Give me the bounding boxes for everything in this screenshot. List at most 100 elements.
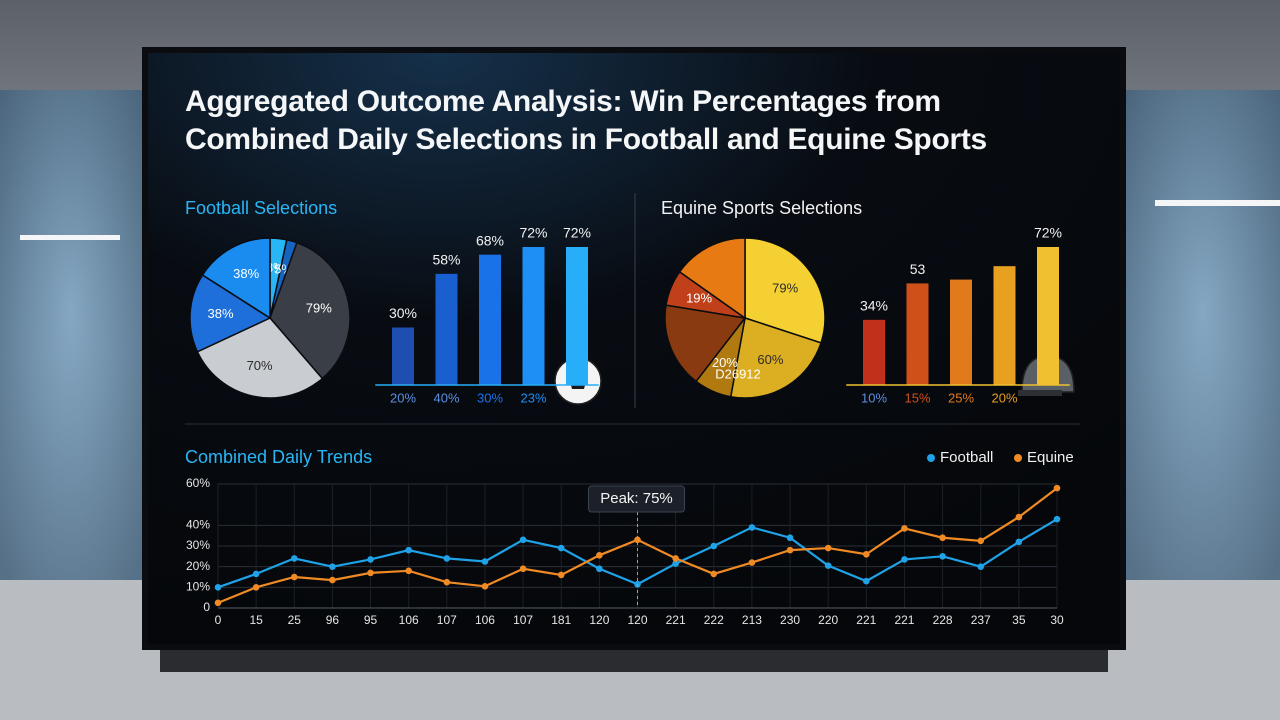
series-point: [1053, 484, 1061, 492]
series-point: [443, 578, 451, 586]
series-point: [863, 577, 870, 585]
bar: [435, 273, 458, 385]
bar-value-label: 72%: [519, 225, 547, 241]
series-point: [901, 556, 908, 563]
x-tick-label: 213: [742, 613, 762, 627]
pie-slice: [744, 237, 826, 344]
series-point: [481, 558, 489, 565]
annotation-text: Peak: 75%: [600, 490, 673, 507]
x-tick-label: 95: [364, 613, 378, 627]
series-point: [252, 570, 260, 578]
x-tick-label: 35: [1012, 613, 1026, 627]
series-point: [596, 552, 603, 559]
series-point: [329, 563, 336, 570]
bar-category-label: 30%: [477, 390, 503, 405]
pie-slice: [269, 241, 351, 380]
series-point: [786, 534, 794, 542]
series-point: [214, 599, 222, 607]
x-tick-label: 220: [818, 613, 838, 627]
bar-value-label: 72%: [1034, 225, 1062, 241]
slice-label: 79%: [306, 300, 332, 315]
bar: [479, 254, 501, 385]
bar: [993, 266, 1016, 385]
y-tick-label: 20%: [186, 559, 210, 573]
bar-category-label: 20%: [991, 390, 1017, 405]
bar-value-label: 72%: [563, 225, 591, 241]
y-tick-label: 40%: [186, 518, 210, 532]
x-tick-label: 106: [399, 613, 419, 627]
series-point: [1053, 515, 1061, 523]
x-tick-label: 221: [666, 613, 686, 627]
series-point: [939, 553, 946, 560]
x-tick-label: 222: [704, 613, 724, 627]
x-tick-label: 107: [513, 613, 533, 627]
series-point: [443, 555, 451, 562]
bar-value-label: 53: [910, 261, 926, 277]
x-tick-label: 228: [933, 613, 953, 627]
bar-value-label: 68%: [476, 232, 504, 248]
series-point: [214, 584, 222, 591]
slice-label: 79%: [772, 280, 798, 295]
y-tick-label: 0: [203, 600, 210, 614]
section-title: Combined Daily Trends: [185, 447, 372, 467]
bar: [906, 283, 929, 385]
series-point: [748, 524, 756, 531]
bar-value-label: 30%: [389, 305, 417, 321]
section-title: Equine Sports Selections: [661, 198, 862, 218]
slice-annotation: D26912: [715, 366, 761, 381]
series-point: [977, 537, 985, 545]
bar: [950, 279, 972, 385]
pie-slice: [189, 273, 272, 353]
x-tick-label: 15: [249, 613, 263, 627]
bar: [522, 247, 545, 385]
right-window: [1126, 90, 1280, 580]
series-point: [1015, 513, 1023, 521]
x-tick-label: 96: [326, 613, 340, 627]
pie-slice: [729, 317, 822, 399]
series-point: [367, 569, 374, 577]
series-point: [672, 555, 679, 562]
series-point: [329, 576, 336, 584]
screen-stand: [160, 646, 1108, 672]
legend-swatch: [927, 454, 935, 462]
slice-label: 38%: [233, 266, 259, 281]
legend-swatch: [1014, 454, 1022, 462]
series-point: [519, 565, 527, 573]
bar: [863, 319, 885, 385]
x-tick-label: 237: [971, 613, 991, 627]
y-tick-label: 30%: [186, 538, 210, 552]
series-point: [977, 563, 985, 570]
x-tick-label: 107: [437, 613, 457, 627]
bar-category-label: 23%: [520, 390, 546, 405]
series-point: [901, 525, 908, 532]
series-point: [672, 560, 679, 567]
x-tick-label: 230: [780, 613, 800, 627]
pie-slice: [201, 237, 271, 320]
series-point: [367, 556, 374, 563]
series-point: [824, 562, 832, 569]
x-tick-label: 221: [894, 613, 914, 627]
x-tick-label: 181: [551, 613, 571, 627]
pie-slice: [664, 304, 747, 383]
bar: [566, 247, 588, 385]
series-point: [596, 565, 603, 573]
series-point: [290, 555, 298, 562]
slice-label: 19%: [686, 291, 712, 306]
series-point: [939, 534, 946, 542]
x-tick-label: 106: [475, 613, 495, 627]
bar-category-label: 10%: [861, 390, 887, 405]
ceiling-light: [20, 235, 120, 240]
section-title: Football Selections: [185, 198, 337, 218]
bar: [392, 327, 414, 385]
series-point: [786, 546, 794, 554]
bar: [1037, 247, 1059, 385]
bar-category-label: 40%: [433, 390, 459, 405]
legend-label: Football: [940, 449, 993, 466]
pie-slice: [678, 237, 746, 320]
y-tick-label: 60%: [186, 476, 210, 490]
x-tick-label: 120: [589, 613, 609, 627]
series-point: [405, 567, 412, 575]
main-title: Aggregated Outcome Analysis: Win Percent…: [185, 85, 987, 156]
